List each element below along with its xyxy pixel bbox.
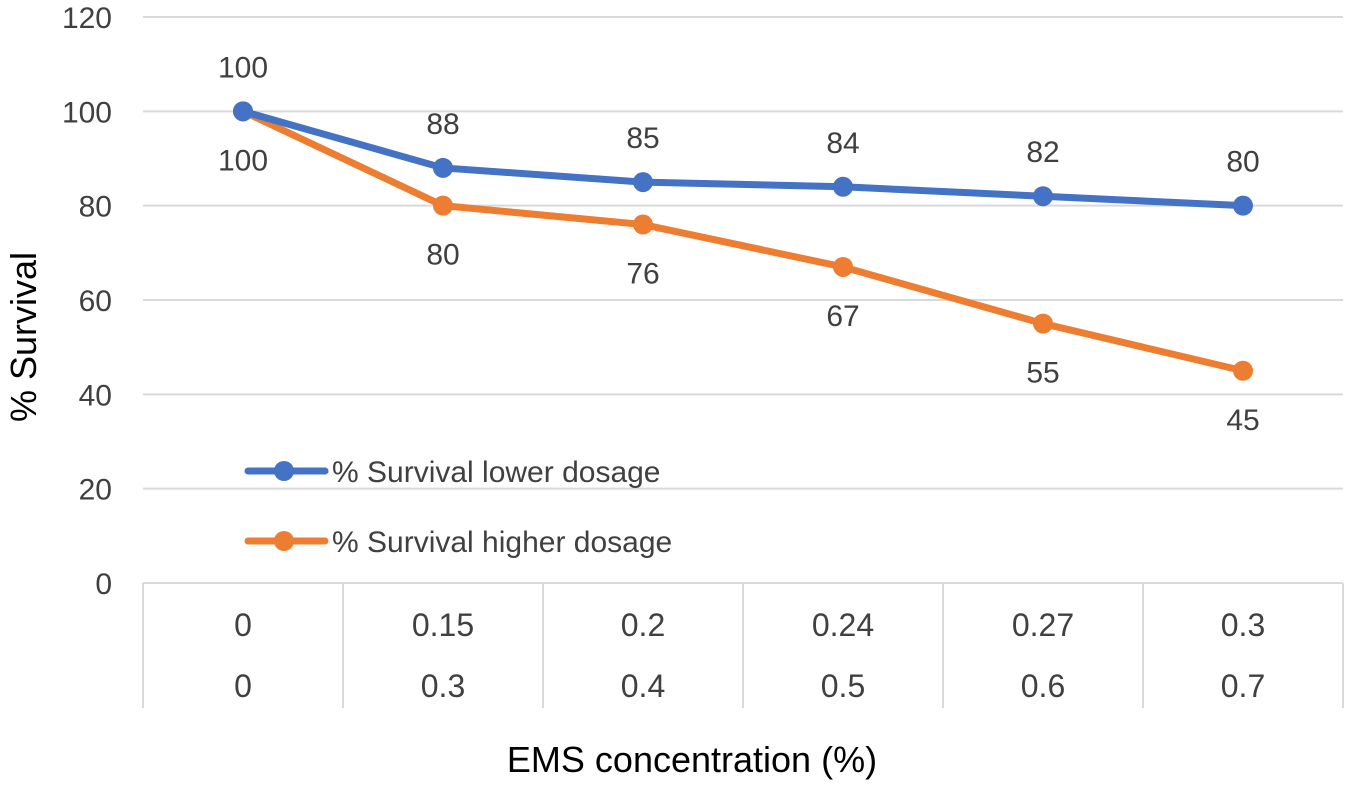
x-tick-label: 0.2 xyxy=(621,607,665,643)
data-label: 80 xyxy=(426,239,459,272)
y-axis-ticks: 0 20 40 60 80 100 120 xyxy=(62,2,112,601)
data-label: 45 xyxy=(1226,404,1259,437)
gridlines xyxy=(143,16,1343,584)
x-axis-title: EMS concentration (%) xyxy=(507,739,877,780)
x-tick-label: 0.24 xyxy=(812,607,874,643)
y-tick-label: 20 xyxy=(79,474,112,507)
legend-label: % Survival higher dosage xyxy=(332,526,672,559)
y-tick-label: 120 xyxy=(62,2,112,35)
x-axis: 0 0 0.15 0.3 0.2 0.4 0.24 0.5 0.27 0.6 0.3 0.7 xyxy=(142,583,1344,708)
data-point xyxy=(233,101,253,122)
x-tick-label: 0 xyxy=(234,607,252,643)
data-point xyxy=(633,214,653,235)
y-axis-title: % Survival xyxy=(3,252,44,422)
x-tick-label: 0.27 xyxy=(1012,607,1074,643)
series-lines xyxy=(233,101,1253,381)
legend-marker xyxy=(274,531,294,551)
legend-label: % Survival lower dosage xyxy=(332,456,661,489)
x-tick-label: 0.7 xyxy=(1221,668,1265,704)
data-point xyxy=(1033,313,1053,334)
data-point xyxy=(1033,186,1053,207)
data-point xyxy=(1233,360,1253,381)
data-point xyxy=(1233,195,1253,216)
y-tick-label: 60 xyxy=(79,285,112,318)
data-point xyxy=(833,256,853,277)
y-tick-label: 100 xyxy=(62,96,112,129)
series-line xyxy=(239,107,1247,210)
data-label: 84 xyxy=(826,127,859,160)
data-point xyxy=(633,172,653,193)
data-label: 80 xyxy=(1226,146,1259,179)
data-point xyxy=(433,157,453,178)
legend-marker xyxy=(274,461,294,481)
x-tick-label: 0 xyxy=(234,668,252,704)
y-tick-label: 80 xyxy=(79,191,112,224)
x-tick-label: 0.4 xyxy=(621,668,665,704)
legend: % Survival lower dosage % Survival higher… xyxy=(244,456,672,559)
data-point xyxy=(833,176,853,197)
y-tick-label: 0 xyxy=(95,568,112,601)
data-label: 85 xyxy=(626,122,659,155)
x-tick-label: 0.3 xyxy=(421,668,465,704)
data-label: 100 xyxy=(218,144,268,177)
data-label: 67 xyxy=(826,300,859,333)
data-label: 100 xyxy=(218,51,268,84)
data-label: 55 xyxy=(1026,357,1059,390)
data-point xyxy=(433,195,453,216)
data-label: 76 xyxy=(626,258,659,291)
x-tick-label: 0.3 xyxy=(1221,607,1265,643)
y-tick-label: 40 xyxy=(79,379,112,412)
data-labels: 100 88 85 84 82 80 100 80 76 67 55 45 xyxy=(218,51,1260,436)
x-tick-label: 0.15 xyxy=(412,607,474,643)
data-label: 82 xyxy=(1026,136,1059,169)
series-line xyxy=(239,107,1247,375)
x-tick-label: 0.5 xyxy=(821,668,865,704)
x-tick-label: 0.6 xyxy=(1021,668,1065,704)
data-label: 88 xyxy=(426,108,459,141)
